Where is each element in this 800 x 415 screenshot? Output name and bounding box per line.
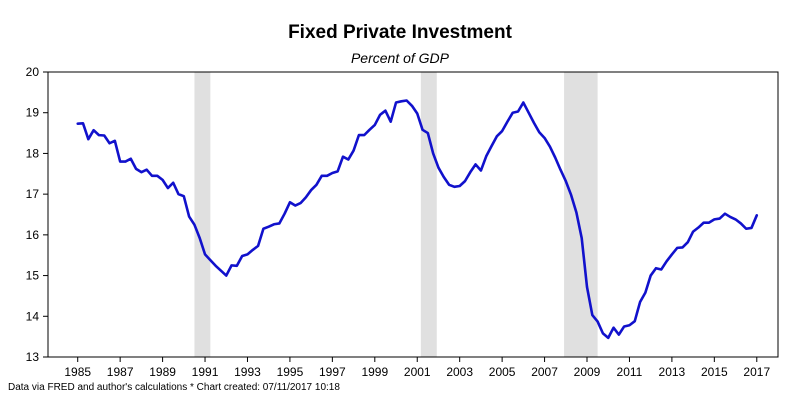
y-axis: 13 14 15 16 17 18 19 20: [26, 65, 48, 364]
chart-subtitle: Percent of GDP: [351, 50, 450, 66]
x-axis: 1985 1987 1989 1991 1993 1995 1997 1999 2001 2003…: [64, 357, 770, 379]
y-tick-label: 16: [26, 228, 40, 242]
series-layer: [76, 99, 759, 340]
plot-frame: [47, 71, 779, 358]
x-tick-label: 1985: [64, 365, 91, 379]
x-tick-label: 2005: [489, 365, 516, 379]
x-tick-label: 1989: [149, 365, 176, 379]
x-tick-label: 2007: [531, 365, 558, 379]
y-tick-label: 15: [26, 269, 40, 283]
y-tick-label: 13: [26, 350, 40, 364]
x-tick-label: 1995: [277, 365, 304, 379]
x-tick-label: 2011: [617, 365, 643, 379]
x-tick-label: 1991: [192, 365, 219, 379]
x-tick-label: 2017: [743, 365, 770, 379]
x-tick-label: 2015: [701, 365, 728, 379]
series-line: [76, 99, 759, 340]
x-tick-label: 1997: [319, 365, 346, 379]
y-tick-label: 20: [26, 65, 40, 79]
x-tick-label: 1993: [234, 365, 261, 379]
x-tick-label: 2013: [659, 365, 686, 379]
chart-title: Fixed Private Investment: [288, 22, 513, 43]
recession-band: [420, 72, 437, 357]
x-tick-label: 2001: [404, 365, 431, 379]
y-tick-label: 14: [26, 309, 40, 323]
footnote: Data via FRED and author's calculations …: [8, 382, 340, 393]
y-tick-label: 18: [26, 146, 40, 160]
x-tick-label: 2003: [446, 365, 473, 379]
x-tick-label: 1999: [361, 365, 388, 379]
recession-bands: [194, 72, 598, 357]
y-tick-label: 19: [26, 106, 40, 120]
x-tick-label: 1987: [107, 365, 134, 379]
x-tick-label: 2009: [574, 365, 601, 379]
y-tick-label: 17: [26, 187, 40, 201]
recession-band: [194, 72, 211, 357]
